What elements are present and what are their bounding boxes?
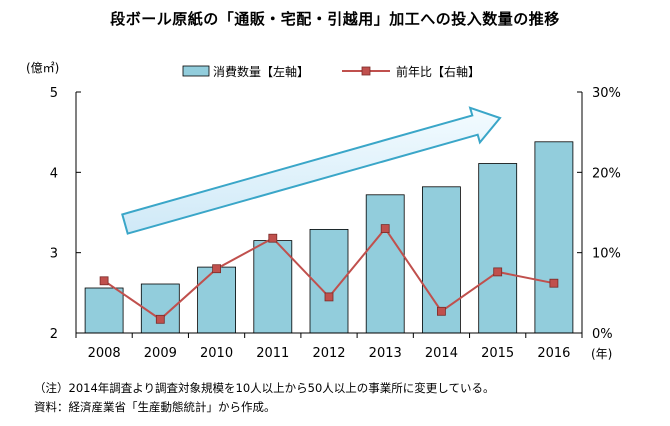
source-note: 資料：経済産業省「生産動態統計」から作成。 (34, 400, 276, 414)
x-tick-label: 2009 (144, 346, 177, 361)
line-point-2013 (380, 224, 390, 234)
axes (75, 91, 583, 338)
line-point-2010 (212, 264, 222, 274)
y-right-tick-label: 20% (592, 166, 621, 181)
y-left-tick-label: 5 (50, 86, 58, 101)
bar-2016 (534, 141, 574, 334)
x-unit: (年) (591, 347, 612, 361)
legend-label-line: 前年比【右軸】 (396, 64, 480, 79)
legend-swatch-bars (182, 65, 210, 77)
bar-2013 (365, 194, 405, 334)
y-right-tick-label: 30% (592, 86, 621, 101)
line-point-2014 (436, 306, 446, 316)
legend-marker-sample (361, 66, 371, 76)
y-left-tick-label: 2 (50, 327, 58, 342)
line-point-2008 (99, 276, 109, 286)
trend-arrow-shape (121, 106, 502, 235)
legend-label-bars: 消費数量【左軸】 (213, 64, 309, 79)
footnote: （注）2014年調査より調査対象規模を10人以上から50人以上の事業所に変更して… (34, 381, 495, 395)
y-right-tick-label: 10% (592, 247, 621, 262)
bar-2010 (197, 266, 237, 334)
y-left-tick-label: 4 (50, 166, 58, 181)
line-point-2015 (493, 267, 503, 277)
line-series (99, 224, 559, 324)
bar-2008 (84, 287, 124, 334)
x-tick-label: 2016 (537, 346, 570, 361)
x-tick-label: 2015 (481, 346, 514, 361)
bar-2015 (478, 163, 518, 334)
y-right-tick-label: 0% (592, 327, 613, 342)
line-point-2012 (324, 292, 334, 302)
line-point-2016 (549, 278, 559, 288)
y-left-tick-label: 3 (50, 247, 58, 262)
x-tick-label: 2014 (425, 346, 458, 361)
trend-arrow (121, 106, 502, 235)
line-point-2009 (155, 314, 165, 324)
x-tick-label: 2011 (256, 346, 289, 361)
chart-title: 段ボール原紙の「通販・宅配・引越用」加工への投入数量の推移 (110, 10, 560, 28)
tick-labels: 2 3 4 5 0% 10% 20% 30% 2008 2009 2010 2011 2012 2013 2… (50, 86, 621, 361)
y-left-unit: (億㎡) (26, 61, 59, 75)
legend: 消費数量【左軸】 前年比【右軸】 (182, 64, 480, 79)
line-point-2011 (268, 233, 278, 243)
x-tick-label: 2008 (88, 346, 121, 361)
x-tick-label: 2012 (312, 346, 345, 361)
bar-2011 (253, 240, 293, 334)
x-tick-label: 2010 (200, 346, 233, 361)
x-tick-label: 2013 (369, 346, 402, 361)
